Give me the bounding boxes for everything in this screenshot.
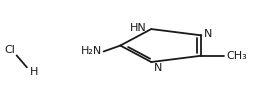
Text: N: N [204,29,212,39]
Text: N: N [154,63,162,73]
Text: HN: HN [129,23,146,33]
Text: CH₃: CH₃ [227,51,247,61]
Text: Cl: Cl [4,44,15,55]
Text: H₂N: H₂N [80,46,102,57]
Text: H: H [29,67,38,77]
